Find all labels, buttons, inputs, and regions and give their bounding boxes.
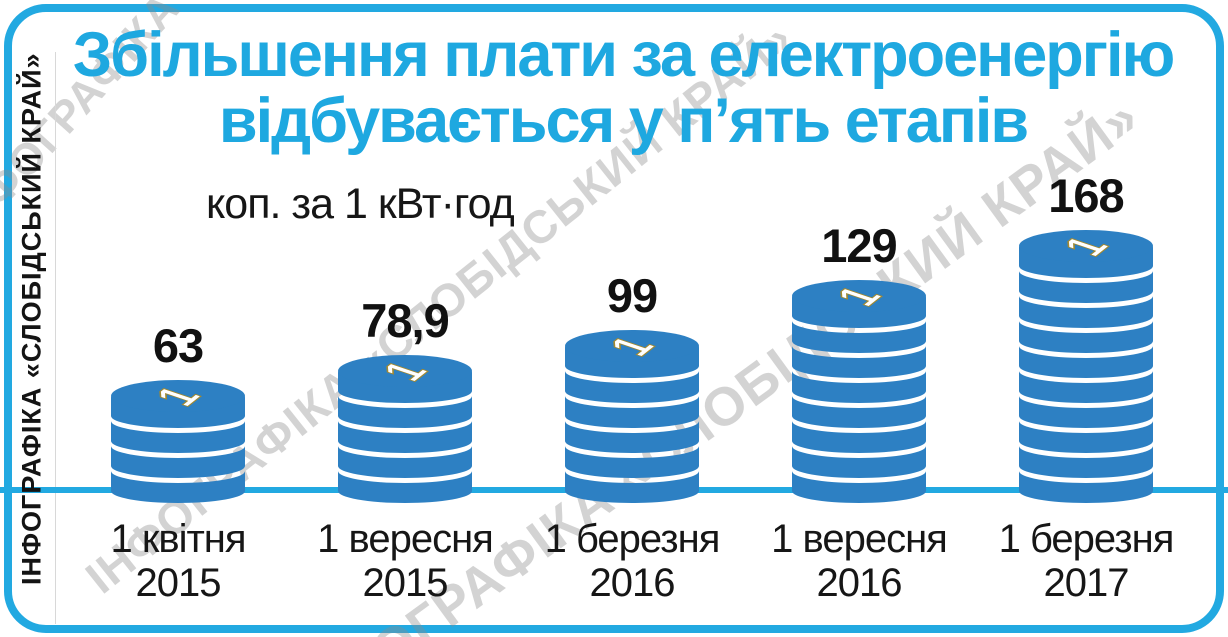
coin-stack-icon: 1: [1019, 230, 1153, 503]
vertical-brand-label: ІНФОГРАФІКА «СЛОБІДСЬКИЙ КРАЙ»: [16, 52, 47, 585]
category-line-2: 2016: [589, 561, 676, 605]
coin-top-face: [1019, 230, 1153, 262]
left-column-divider: [55, 52, 56, 624]
category-line-1: 1 вересня: [317, 517, 494, 561]
category-line-2: 2017: [1043, 561, 1130, 605]
page-title: Збільшення плати за електроенергію відбу…: [62, 22, 1184, 154]
value-label: 129: [821, 219, 897, 272]
title-line-1: Збільшення плати за електроенергію: [72, 20, 1176, 90]
category-line-1: 1 вересня: [771, 517, 948, 561]
coin-top-face: [792, 280, 926, 312]
category-label: 1 вересня 2015: [293, 517, 517, 605]
category-line-2: 2015: [135, 561, 222, 605]
coin-stack-icon: 1: [792, 280, 926, 503]
value-label: 63: [152, 319, 204, 372]
category-line-1: 1 березня: [998, 517, 1175, 561]
category-label: 1 квітня 2015: [66, 517, 290, 605]
value-label: 99: [606, 269, 658, 322]
category-label: 1 березня 2017: [974, 517, 1198, 605]
value-label: 168: [1048, 169, 1124, 222]
coin-stack-icon: 1: [338, 355, 472, 503]
value-label: 78,9: [361, 294, 449, 347]
coin-stack-icon: 1: [111, 380, 245, 503]
category-line-1: 1 березня: [544, 517, 721, 561]
coin-top-face: [338, 355, 472, 387]
coin-top-face: [565, 330, 699, 362]
category-line-2: 2015: [362, 561, 449, 605]
category-line-1: 1 квітня: [110, 517, 246, 561]
coin-stack-icon: 1: [565, 330, 699, 503]
coin-top-face: [111, 380, 245, 412]
unit-label: коп. за 1 кВт·год: [206, 180, 515, 228]
title-line-2: відбувається у п’ять етапів: [218, 86, 1029, 157]
category-label: 1 березня 2016: [520, 517, 744, 605]
category-line-2: 2016: [816, 561, 903, 605]
category-label: 1 вересня 2016: [747, 517, 971, 605]
